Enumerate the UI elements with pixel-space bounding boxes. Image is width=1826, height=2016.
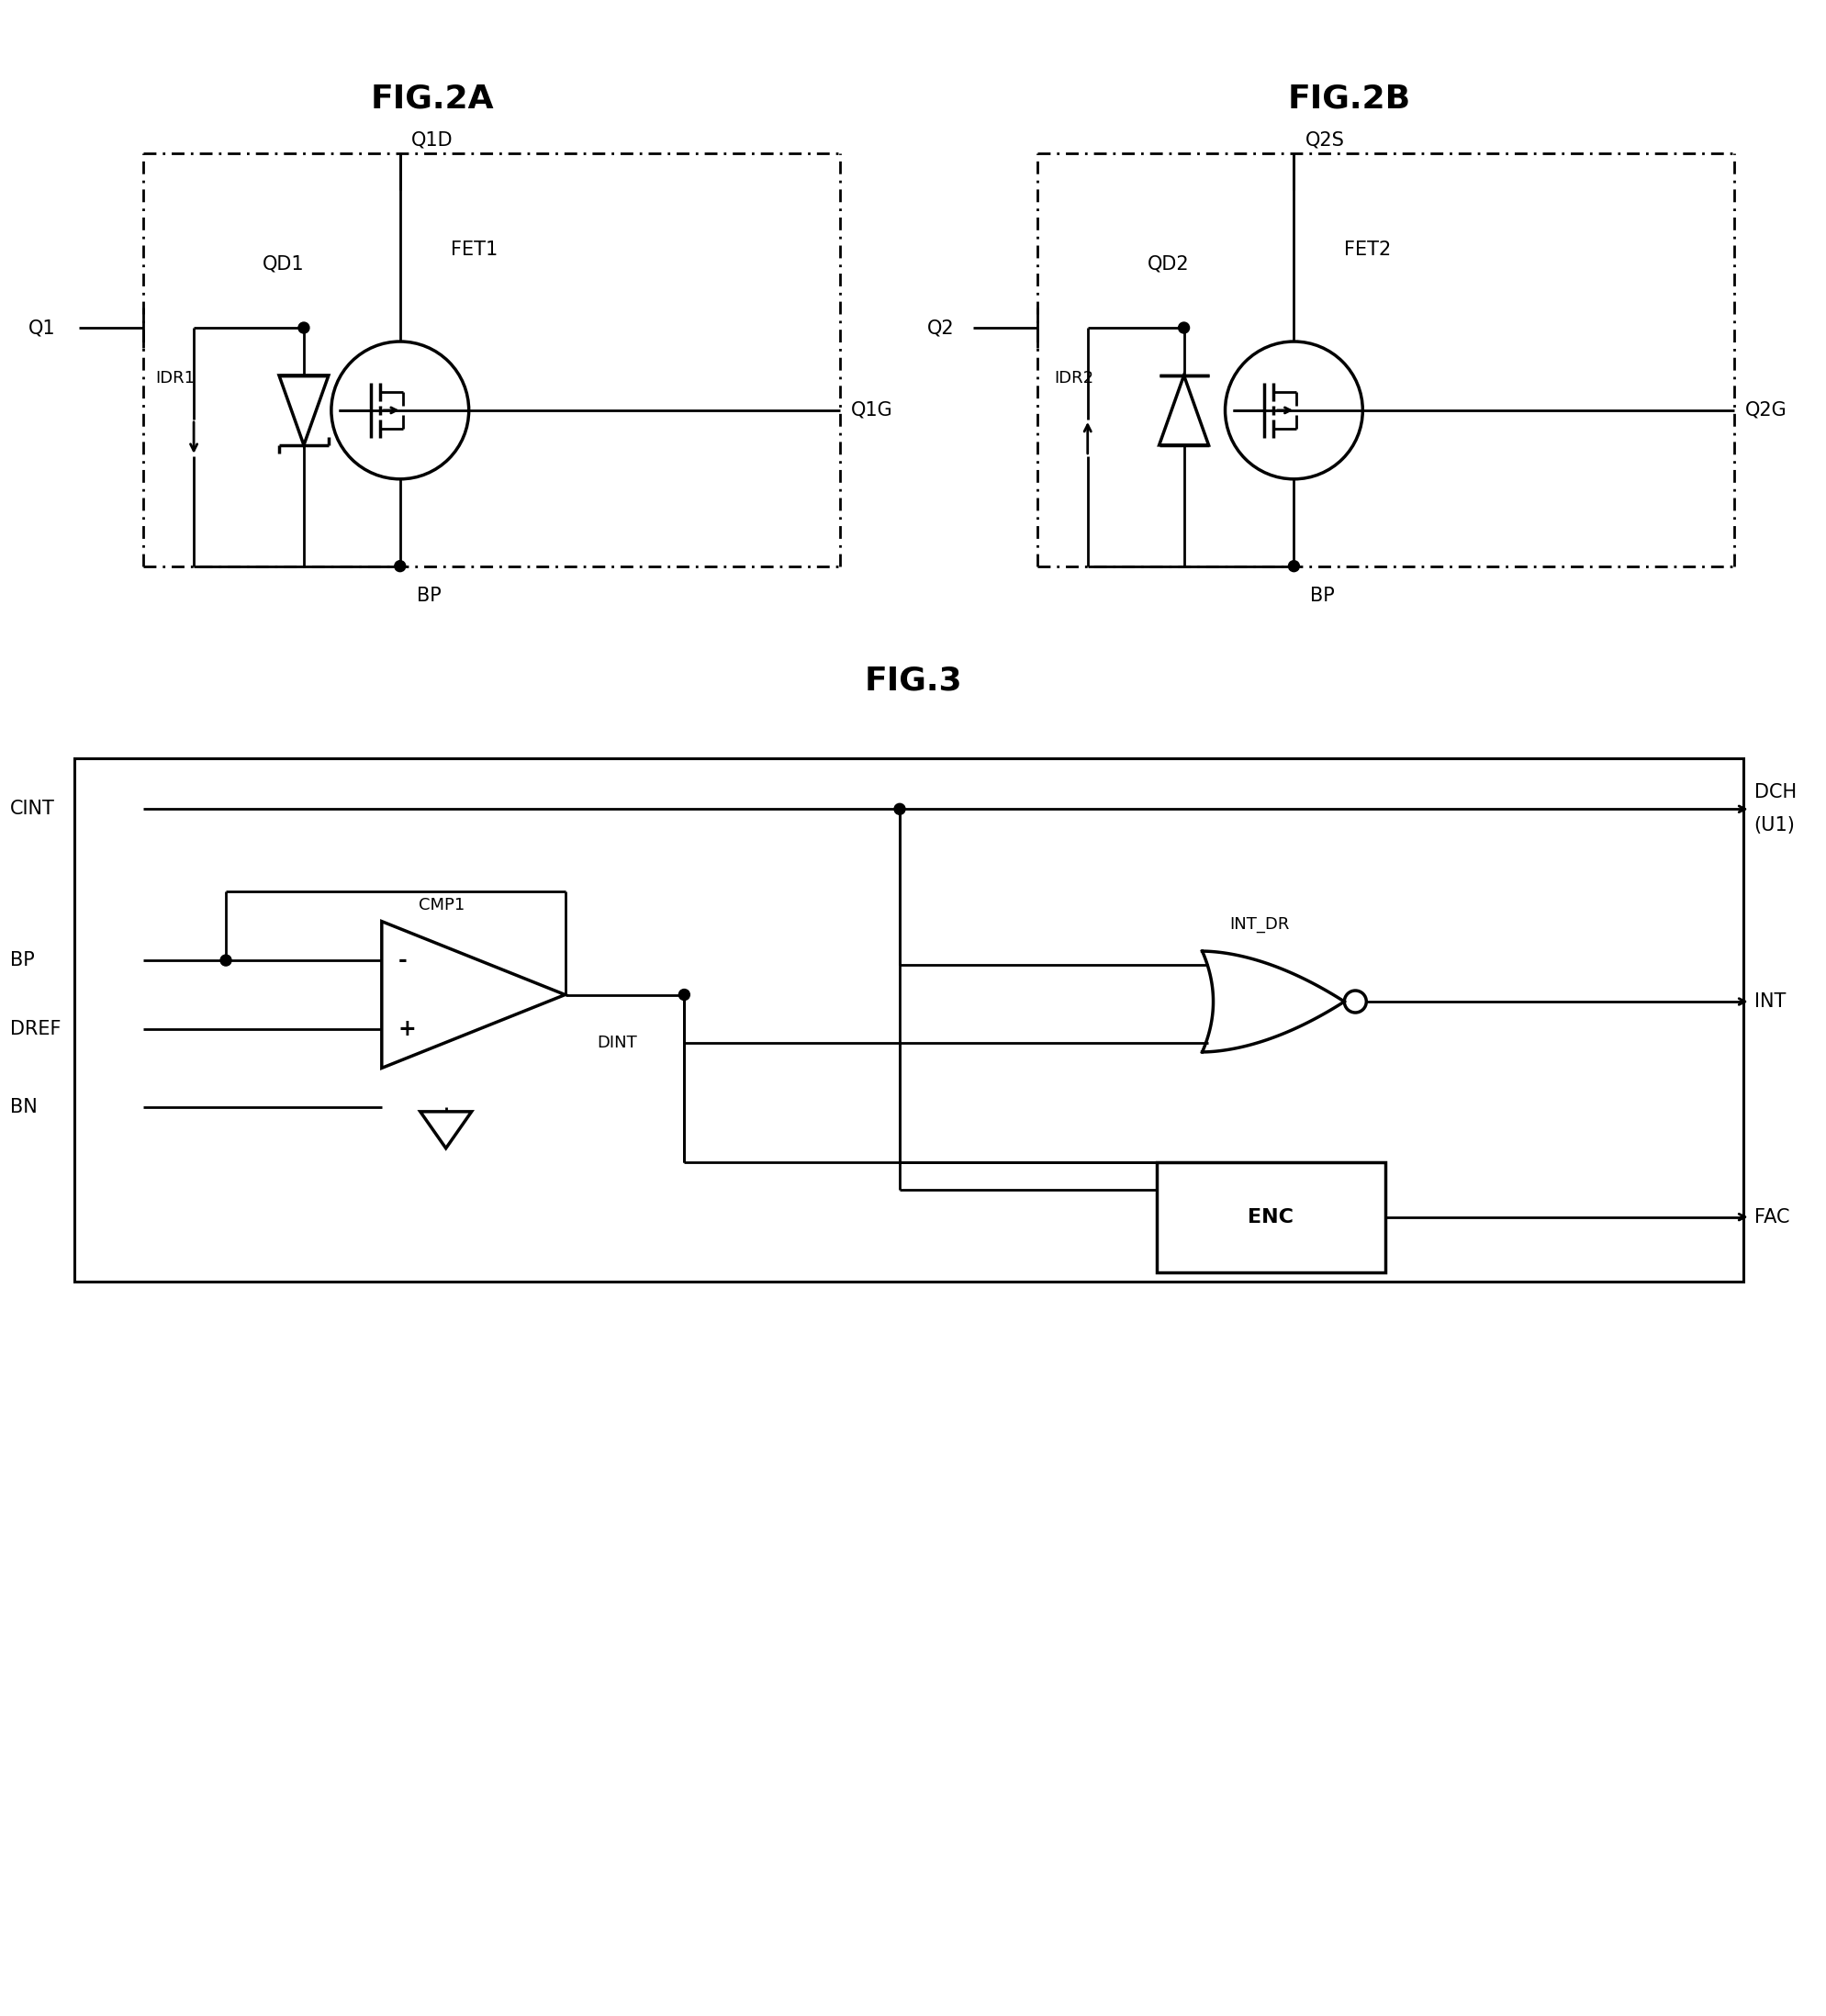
Text: FET1: FET1 [451, 240, 497, 258]
Text: IDR2: IDR2 [1054, 369, 1094, 387]
Text: Q1: Q1 [29, 319, 57, 337]
Polygon shape [279, 375, 329, 446]
Text: CMP1: CMP1 [418, 897, 464, 913]
Bar [75, 758, 1744, 1282]
Circle shape [1178, 323, 1189, 333]
Text: FIG.2B: FIG.2B [1287, 83, 1410, 115]
Text: QD1: QD1 [263, 254, 305, 272]
Text: CINT: CINT [11, 800, 55, 818]
Text: FIG.3: FIG.3 [864, 665, 962, 696]
Circle shape [895, 804, 906, 814]
Text: DREF: DREF [11, 1020, 62, 1038]
Text: Q2: Q2 [928, 319, 955, 337]
Text: DINT: DINT [597, 1034, 637, 1050]
Text: FAC: FAC [1755, 1208, 1789, 1226]
Text: +: + [398, 1018, 416, 1040]
Text: FET2: FET2 [1344, 240, 1391, 258]
Circle shape [394, 560, 405, 573]
Text: BN: BN [11, 1099, 38, 1117]
Polygon shape [420, 1111, 471, 1149]
Text: BP: BP [1311, 587, 1335, 605]
Text: QD2: QD2 [1147, 254, 1189, 272]
Text: ENC: ENC [1247, 1208, 1295, 1226]
Text: FIG.2A: FIG.2A [371, 83, 495, 115]
Text: -: - [398, 950, 407, 972]
Text: Q2S: Q2S [1306, 131, 1344, 149]
Text: BP: BP [11, 952, 35, 970]
Text: (U1): (U1) [1755, 816, 1795, 835]
Polygon shape [1160, 375, 1209, 446]
Text: Q2G: Q2G [1746, 401, 1788, 419]
Text: Q1G: Q1G [851, 401, 893, 419]
Circle shape [298, 323, 309, 333]
Text: IDR1: IDR1 [155, 369, 195, 387]
Circle shape [679, 990, 690, 1000]
Circle shape [221, 956, 232, 966]
Text: BP: BP [416, 587, 442, 605]
Text: DCH: DCH [1755, 784, 1797, 802]
Polygon shape [382, 921, 564, 1068]
Text: INT: INT [1755, 992, 1786, 1010]
Circle shape [1289, 560, 1300, 573]
Text: Q1D: Q1D [411, 131, 453, 149]
Text: INT_DR: INT_DR [1229, 917, 1289, 933]
Bar [1156, 1161, 1386, 1272]
